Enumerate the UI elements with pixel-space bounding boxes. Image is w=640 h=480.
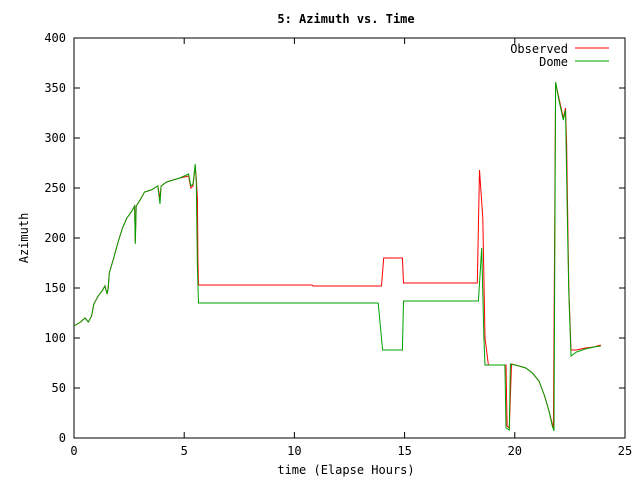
x-tick-label: 15 (397, 444, 411, 458)
y-tick-label: 300 (44, 131, 66, 145)
y-tick-label: 50 (52, 381, 66, 395)
legend-label-observed: Observed (510, 42, 568, 56)
y-tick-label: 100 (44, 331, 66, 345)
y-tick-label: 150 (44, 281, 66, 295)
x-tick-label: 5 (181, 444, 188, 458)
plot-frame (73, 37, 626, 439)
legend-label-dome: Dome (539, 55, 568, 69)
series-line-dome (73, 81, 601, 432)
x-tick-label: 20 (508, 444, 522, 458)
y-tick-label: 200 (44, 231, 66, 245)
y-tick-label: 250 (44, 181, 66, 195)
legend: Observed Dome (510, 42, 609, 69)
series-layer (73, 81, 601, 432)
y-axis-label: Azimuth (17, 213, 31, 264)
y-tick-label: 0 (59, 431, 66, 445)
y-tick-label: 400 (44, 31, 66, 45)
series-line-observed (73, 82, 601, 430)
x-tick-label: 10 (287, 444, 301, 458)
x-axis-label: time (Elapse Hours) (277, 463, 414, 477)
x-tick-label: 25 (618, 444, 632, 458)
y-tick-label: 350 (44, 81, 66, 95)
y-axis: 0 50 100 150 200 250 300 350 400 (44, 31, 625, 445)
x-axis: 0 5 10 15 20 25 (70, 38, 632, 458)
x-tick-label: 0 (70, 444, 77, 458)
chart-title: 5: Azimuth vs. Time (277, 12, 414, 26)
